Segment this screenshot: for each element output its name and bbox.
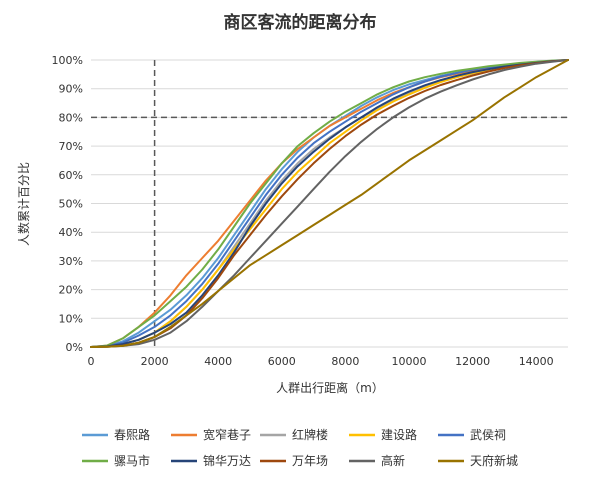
series-line-骡马市 — [90, 59, 569, 348]
y-tick-label: 90% — [59, 83, 83, 96]
series-line-天府新城 — [90, 59, 569, 348]
y-tick-label: 70% — [59, 140, 83, 153]
x-axis-label: 人群出行距离（m） — [276, 380, 384, 395]
legend-label: 建设路 — [381, 427, 417, 442]
legend-label: 骡马市 — [114, 453, 150, 468]
legend-label: 万年场 — [292, 454, 328, 468]
y-tick-label: 0% — [66, 341, 83, 354]
x-tick-label: 2000 — [141, 355, 169, 368]
y-tick-label: 50% — [59, 198, 83, 211]
y-axis-label: 人数累计百分比 — [16, 162, 31, 246]
series-line-锦华万达 — [90, 59, 569, 348]
x-axis-ticks: 0 2000 4000 6000 8000 10000 12000 14000 — [88, 355, 554, 368]
y-tick-label: 30% — [59, 255, 83, 268]
legend-label: 天府新城 — [470, 453, 518, 468]
y-tick-label: 80% — [59, 111, 83, 124]
chart-title: 商区客流的距离分布 — [224, 12, 377, 33]
series-line-万年场 — [90, 59, 569, 348]
legend-label: 宽窄巷子 — [203, 427, 251, 442]
x-tick-label: 8000 — [331, 355, 359, 368]
x-tick-label: 14000 — [519, 355, 554, 368]
legend-label: 锦华万达 — [203, 454, 251, 468]
x-tick-label: 4000 — [204, 355, 232, 368]
y-tick-label: 20% — [59, 284, 83, 297]
legend-label: 春熙路 — [114, 427, 150, 442]
legend-label: 武侯祠 — [470, 428, 506, 442]
legend-label: 高新 — [381, 453, 405, 468]
x-tick-label: 10000 — [392, 355, 427, 368]
x-tick-label: 0 — [88, 355, 95, 368]
x-tick-label: 12000 — [455, 355, 490, 368]
y-tick-label: 40% — [59, 226, 83, 239]
y-tick-label: 100% — [52, 54, 83, 67]
legend-label: 红牌楼 — [292, 427, 328, 442]
series-lines — [90, 59, 569, 348]
grid — [91, 59, 568, 348]
y-axis-ticks: 0% 10% 20% 30% 40% 50% 60% 70% 80% 90% 100% — [52, 54, 83, 354]
series-line-高新 — [90, 59, 569, 348]
x-tick-label: 6000 — [268, 355, 296, 368]
reference-lines — [91, 60, 568, 347]
y-tick-label: 60% — [59, 169, 83, 182]
y-tick-label: 10% — [59, 312, 83, 325]
